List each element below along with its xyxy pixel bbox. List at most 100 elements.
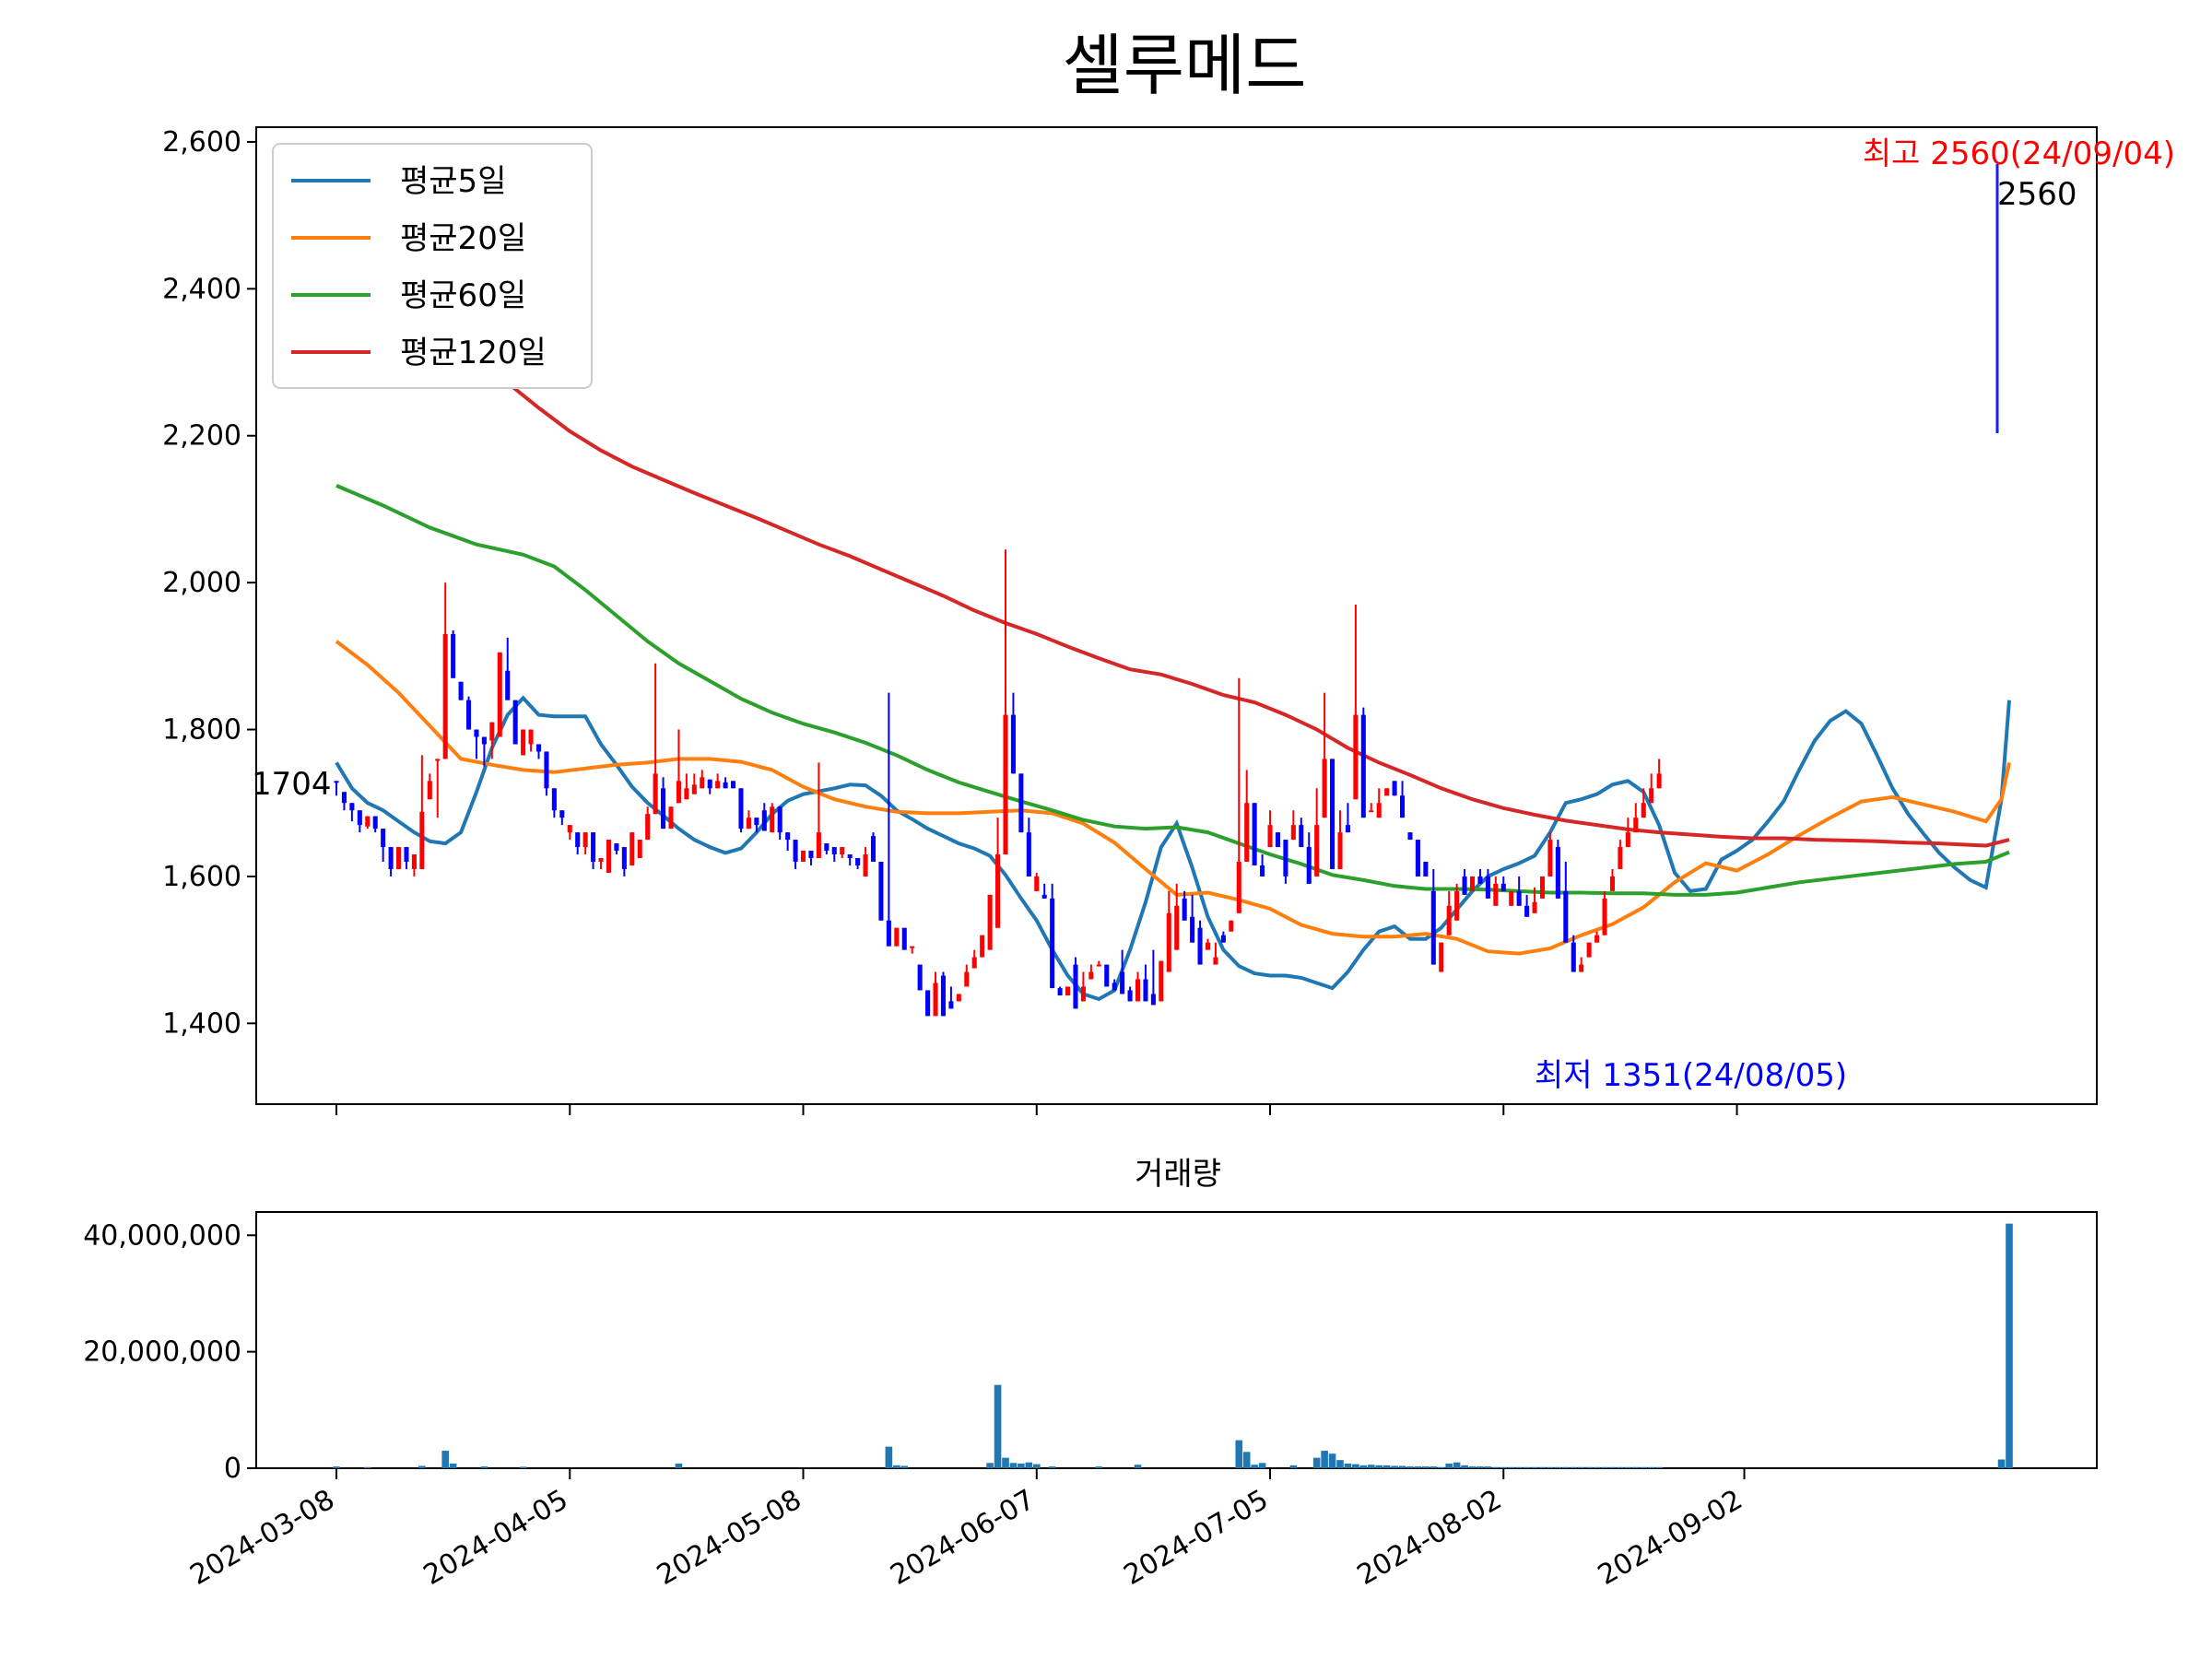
volume-y-axis: 0 20,000,000 40,000,000 <box>83 1219 256 1485</box>
candle-body <box>1166 912 1171 972</box>
volume-bar <box>1617 1466 1624 1468</box>
candle-body <box>535 744 542 752</box>
candle-body <box>1563 890 1569 943</box>
candle-body <box>1205 942 1211 950</box>
high-value-label: 2560 <box>1997 176 2077 213</box>
volume-bar <box>1554 1466 1562 1468</box>
candle-body <box>1026 832 1031 877</box>
volume-bar <box>1570 1466 1578 1468</box>
volume-bar <box>1359 1465 1368 1468</box>
price-y-tick-label: 2,200 <box>162 420 241 453</box>
candle-body <box>653 773 658 815</box>
candle-body <box>1314 825 1320 877</box>
volume-bar <box>1134 1465 1142 1468</box>
candle-body <box>341 792 347 804</box>
candle-body <box>1602 898 1607 935</box>
candle-body <box>1446 905 1452 935</box>
candle-body <box>754 818 759 826</box>
candle-body <box>1423 861 1429 877</box>
candle-body <box>1057 988 1063 996</box>
volume-bar <box>1018 1463 1025 1468</box>
volume-bar <box>1422 1466 1430 1468</box>
volume-bar <box>1523 1466 1531 1468</box>
volume-bar <box>1477 1466 1484 1468</box>
candle-body <box>1127 990 1133 1002</box>
candle-body <box>1174 905 1180 950</box>
candle-body <box>910 946 915 948</box>
candle-body <box>427 781 432 800</box>
volume-bar <box>1562 1466 1570 1468</box>
candle-body <box>1539 876 1546 899</box>
volume-bar <box>1406 1466 1414 1468</box>
volume-bar <box>1095 1466 1103 1468</box>
candle-body <box>451 633 456 678</box>
volume-bar <box>1321 1451 1328 1468</box>
candle-body <box>948 1001 954 1009</box>
candle-body <box>831 847 837 855</box>
candle-body <box>411 854 417 869</box>
volume-bar <box>1461 1465 1468 1468</box>
candle-body <box>1290 825 1296 841</box>
candle-body <box>661 788 666 830</box>
candle-body <box>1236 861 1241 913</box>
volume-bar <box>1538 1466 1547 1468</box>
candle-body <box>1555 847 1560 899</box>
candle-body <box>1322 759 1327 818</box>
candle-body <box>933 982 938 1017</box>
candle-body <box>1493 883 1499 906</box>
price-x-ticks <box>335 1104 1738 1115</box>
candle-body <box>691 784 697 794</box>
volume-bar <box>1258 1463 1266 1468</box>
low-annotation: 최저 1351(24/08/05) <box>1535 1057 1847 1094</box>
candle-body <box>987 894 993 950</box>
price-y-axis: 1,400 1,600 1,800 2,000 2,200 2,400 2,600 <box>162 126 256 1040</box>
volume-plot-frame <box>255 1211 2098 1469</box>
candle-body <box>1034 876 1040 891</box>
candle-body <box>1430 890 1436 965</box>
candle-body <box>1003 714 1008 855</box>
candle-body <box>1150 994 1156 1006</box>
candle-body <box>381 829 386 848</box>
volume-bar <box>1547 1466 1554 1468</box>
x-date-label: 2024-03-08 <box>185 1484 340 1592</box>
ma-line-ma20 <box>335 640 2011 956</box>
candle-body <box>684 788 689 800</box>
candle-body <box>1260 865 1265 877</box>
volume-bar <box>1414 1466 1422 1468</box>
candle-body <box>723 782 728 789</box>
candle-body <box>847 854 853 859</box>
candle-body <box>567 825 572 833</box>
candle-body <box>621 847 627 869</box>
candle-body <box>1088 971 1094 980</box>
candle-body <box>591 832 596 862</box>
candle-body <box>637 840 642 859</box>
candle-body <box>1252 803 1257 865</box>
candle-body <box>1649 788 1654 804</box>
x-date-label: 2024-08-02 <box>1352 1484 1507 1592</box>
candle-body <box>1547 840 1553 877</box>
volume-bar <box>1344 1463 1352 1468</box>
candle-body <box>1010 714 1016 774</box>
candle-body <box>1360 714 1366 818</box>
candle-body <box>1439 942 1444 972</box>
candle-body <box>1625 832 1630 848</box>
candle-body <box>971 957 977 969</box>
candle-body <box>1376 803 1382 818</box>
candle-body <box>1104 964 1110 987</box>
x-date-label: 2024-09-02 <box>1593 1484 1747 1592</box>
candle-body <box>512 700 518 745</box>
volume-title: 거래량 <box>1135 1156 1221 1193</box>
volume-bar <box>885 1446 893 1468</box>
candle-body <box>419 811 425 869</box>
candle-body <box>1190 916 1195 943</box>
volume-bar <box>1640 1466 1648 1468</box>
volume-bar <box>519 1466 527 1468</box>
volume-bar <box>1453 1462 1461 1468</box>
volume-bar <box>1601 1466 1608 1468</box>
volume-bar <box>480 1466 488 1468</box>
candle-body <box>870 836 877 862</box>
volume-bar <box>1375 1465 1383 1468</box>
candle-body <box>559 810 565 818</box>
candle-body <box>840 847 845 855</box>
